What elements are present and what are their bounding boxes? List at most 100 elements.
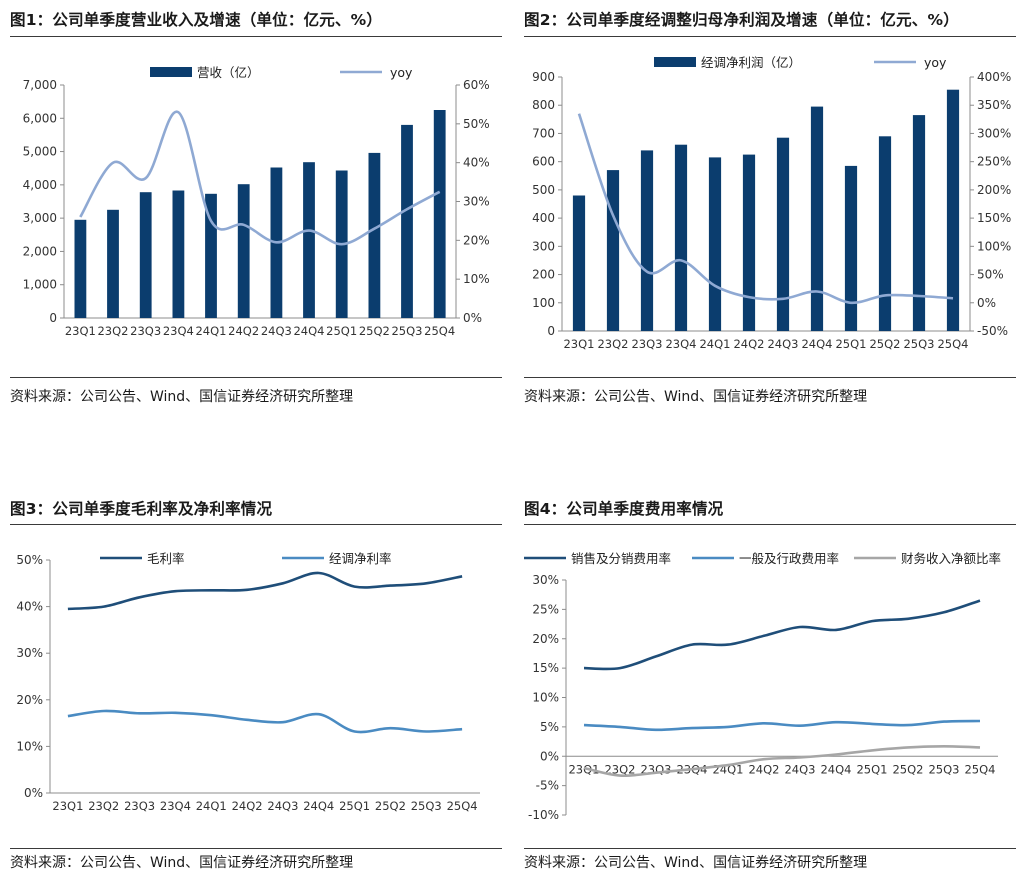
right-tick-label: 40% xyxy=(463,156,490,170)
x-tick-label: 23Q4 xyxy=(163,324,194,338)
x-tick-label: 25Q4 xyxy=(447,799,478,813)
y-tick-label: 10% xyxy=(16,739,43,753)
legend-label-2: 一般及行政费用率 xyxy=(739,551,839,566)
x-tick-label: 25Q1 xyxy=(856,762,887,776)
x-tick-label: 25Q2 xyxy=(892,762,923,776)
series-line-3 xyxy=(583,744,981,778)
x-tick-label: 25Q1 xyxy=(835,337,866,351)
fig2-chart: 0 100 200 300 400 500 600 700 800 900 -50% 0% 50% 100… xyxy=(532,55,1011,351)
y-tick-label: 40% xyxy=(16,600,43,614)
legend-bar-swatch xyxy=(654,57,696,67)
x-tick-label: 25Q3 xyxy=(391,324,422,338)
x-tick-label: 24Q2 xyxy=(748,762,779,776)
x-tick-label: 24Q3 xyxy=(784,762,815,776)
fig4-title-rule xyxy=(524,524,1016,525)
right-tick-label: 350% xyxy=(977,98,1011,112)
fig3-title: 图3：公司单季度毛利率及净利率情况 xyxy=(10,500,273,518)
fig3-source: 资料来源：公司公告、Wind、国信证券经济研究所整理 xyxy=(10,855,354,871)
bar-24Q4 xyxy=(303,162,315,318)
x-tick-label: 25Q2 xyxy=(869,337,900,351)
x-tick-label: 24Q3 xyxy=(767,337,798,351)
x-tick-label: 24Q2 xyxy=(232,799,263,813)
legend-label-2: 经调净利率 xyxy=(329,551,392,566)
x-tick-label: 24Q2 xyxy=(228,324,259,338)
yoy-line xyxy=(79,110,441,246)
right-tick-label: 0% xyxy=(977,296,996,310)
y-tick-label: 25% xyxy=(532,602,559,616)
bar-23Q2 xyxy=(107,209,119,318)
legend-line-label: yoy xyxy=(390,65,413,80)
series-line-1 xyxy=(583,599,981,671)
fig3-title-rule xyxy=(10,524,502,525)
bar-25Q2 xyxy=(368,152,381,318)
x-tick-label: 24Q4 xyxy=(293,324,324,338)
bar-23Q4 xyxy=(674,144,688,331)
y-tick-label: 0% xyxy=(540,749,559,763)
x-tick-label: 23Q1 xyxy=(65,324,96,338)
panel-fig4: 图4：公司单季度费用率情况 -10% -5% 0% 5% 10% 15% 20% 25% 30%… xyxy=(524,492,1016,887)
fig2-title-rule xyxy=(524,36,1016,37)
x-tick-label: 25Q3 xyxy=(411,799,442,813)
right-tick-label: 300% xyxy=(977,126,1011,140)
left-tick-label: 600 xyxy=(532,155,555,169)
fig1-title-rule xyxy=(10,36,502,37)
series-line-2 xyxy=(583,719,981,732)
left-tick-label: 6,000 xyxy=(23,111,57,125)
fig3-chart: 0% 10% 20% 30% 40% 50% 23Q1 23Q2 23Q3 23Q4 24Q1 24Q… xyxy=(16,551,480,813)
bar-24Q3 xyxy=(776,137,790,331)
fig2-bottom-rule xyxy=(524,377,1016,378)
fig4-source: 资料来源：公司公告、Wind、国信证券经济研究所整理 xyxy=(524,855,868,871)
y-tick-label: 30% xyxy=(16,646,43,660)
y-tick-label: 20% xyxy=(16,693,43,707)
yoy-line xyxy=(577,113,954,305)
right-tick-label: 30% xyxy=(463,195,490,209)
left-tick-label: 900 xyxy=(532,70,555,84)
left-tick-label: 100 xyxy=(532,296,555,310)
x-tick-label: 25Q1 xyxy=(339,799,370,813)
x-tick-label: 25Q3 xyxy=(928,762,959,776)
left-tick-label: 800 xyxy=(532,98,555,112)
fig4-title: 图4：公司单季度费用率情况 xyxy=(524,500,724,518)
fig3-bottom-rule xyxy=(10,848,502,849)
left-tick-label: 0 xyxy=(49,311,57,325)
bar-23Q2 xyxy=(606,170,620,331)
bar-24Q4 xyxy=(810,106,824,331)
y-tick-label: 50% xyxy=(16,553,43,567)
x-tick-label: 25Q4 xyxy=(424,324,455,338)
bar-23Q1 xyxy=(572,195,586,331)
bar-25Q4 xyxy=(433,110,446,318)
right-tick-label: 0% xyxy=(463,311,482,325)
bar-25Q4 xyxy=(946,89,960,331)
fig1-title: 图1：公司单季度营业收入及增速（单位：亿元、%） xyxy=(10,11,383,29)
left-tick-label: 3,000 xyxy=(23,211,57,225)
x-tick-label: 23Q2 xyxy=(604,762,635,776)
left-tick-label: 200 xyxy=(532,268,555,282)
bar-24Q2 xyxy=(237,184,250,318)
right-tick-label: 200% xyxy=(977,183,1011,197)
x-tick-label: 25Q4 xyxy=(937,337,968,351)
right-tick-label: 60% xyxy=(463,78,490,92)
bar-25Q1 xyxy=(844,165,858,331)
x-tick-label: 24Q4 xyxy=(801,337,832,351)
y-tick-label: 0% xyxy=(24,786,43,800)
left-tick-label: 700 xyxy=(532,126,555,140)
right-tick-label: 400% xyxy=(977,70,1011,84)
bar-23Q1 xyxy=(74,219,87,318)
fig2-source: 资料来源：公司公告、Wind、国信证券经济研究所整理 xyxy=(524,389,868,405)
bar-25Q3 xyxy=(912,115,926,331)
y-tick-label: 5% xyxy=(540,720,559,734)
bar-24Q1 xyxy=(708,157,722,331)
x-tick-label: 24Q1 xyxy=(195,324,226,338)
y-tick-label: -5% xyxy=(536,779,559,793)
y-tick-label: 30% xyxy=(532,573,559,587)
right-tick-label: 10% xyxy=(463,272,490,286)
x-tick-label: 23Q4 xyxy=(160,799,191,813)
fig2-title: 图2：公司单季度经调整归母净利润及增速（单位：亿元、%） xyxy=(524,11,959,29)
x-tick-label: 25Q1 xyxy=(326,324,357,338)
x-tick-label: 23Q3 xyxy=(130,324,161,338)
right-tick-label: 250% xyxy=(977,155,1011,169)
left-tick-label: 1,000 xyxy=(23,278,57,292)
left-tick-label: 5,000 xyxy=(23,145,57,159)
x-tick-label: 23Q4 xyxy=(665,337,696,351)
y-tick-label: 15% xyxy=(532,661,559,675)
